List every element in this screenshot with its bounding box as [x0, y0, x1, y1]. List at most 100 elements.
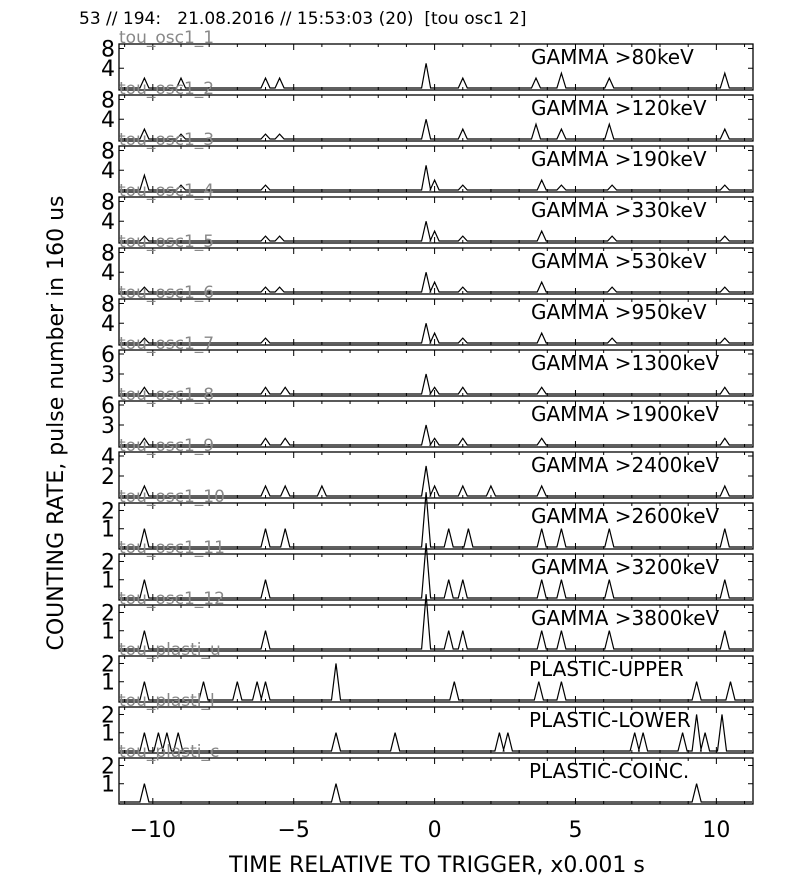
data-point — [561, 184, 562, 185]
panel-frame-10 — [118, 502, 754, 550]
panel-title: GAMMA >530keV — [531, 249, 707, 273]
panel-frame-14 — [118, 706, 754, 754]
series-line-tou_plasti_u — [120, 663, 752, 701]
data-point — [462, 438, 463, 439]
data-point — [144, 175, 145, 176]
data-point — [426, 543, 427, 544]
data-point — [696, 681, 697, 682]
data-point — [285, 485, 286, 486]
y-tick-label: 6 — [101, 394, 115, 419]
panel-frame-8 — [118, 400, 754, 448]
y-tick-label: 8 — [101, 190, 115, 215]
panel-title: PLASTIC-UPPER — [529, 657, 684, 681]
data-point — [144, 783, 145, 784]
series-line-tou_osc1_11 — [120, 543, 752, 599]
x-tick-label: −5 — [277, 818, 309, 843]
series-line-tou_osc1_12 — [120, 594, 752, 650]
panel-frame-3 — [118, 145, 754, 193]
data-point — [265, 681, 266, 682]
data-point — [541, 630, 542, 631]
data-point — [426, 119, 427, 120]
y-tick-label: 1 — [101, 620, 115, 645]
y-tick-label: 1 — [101, 722, 115, 747]
y-tick-label: 2 — [101, 703, 115, 728]
data-point — [462, 387, 463, 388]
data-point — [265, 630, 266, 631]
data-point — [335, 732, 336, 733]
panel-frame-9 — [118, 451, 754, 499]
panel-frame-13 — [118, 655, 754, 703]
series-line-tou_osc1_3 — [120, 165, 752, 191]
data-point — [434, 485, 435, 486]
channel-label: tou_osc1_12 — [119, 589, 225, 609]
y-tick-label: 8 — [101, 241, 115, 266]
data-point — [724, 184, 725, 185]
data-point — [256, 681, 257, 682]
channel-label: tou_osc1_4 — [119, 181, 214, 201]
data-point — [265, 528, 266, 529]
data-point — [237, 681, 238, 682]
data-point — [462, 630, 463, 631]
data-point — [434, 180, 435, 181]
data-point — [462, 184, 463, 185]
data-point — [561, 528, 562, 529]
channel-label: tou_plasti_c — [119, 742, 219, 762]
panel-title: GAMMA >120keV — [531, 96, 707, 120]
panel-title: GAMMA >950keV — [531, 300, 707, 324]
y-tick-label: 6 — [101, 343, 115, 368]
data-point — [561, 681, 562, 682]
data-point — [724, 485, 725, 486]
data-point — [279, 235, 280, 236]
y-tick-label: 1 — [101, 773, 115, 798]
data-point — [724, 630, 725, 631]
data-point — [704, 732, 705, 733]
y-tick-label: 8 — [101, 88, 115, 113]
y-tick-label: 8 — [101, 292, 115, 317]
channel-label: tou_osc1_2 — [119, 79, 214, 99]
channel-label: tou_osc1_1 — [119, 28, 214, 48]
data-point — [321, 485, 322, 486]
channel-label: tou_osc1_5 — [119, 232, 214, 252]
data-point — [468, 528, 469, 529]
data-point — [434, 282, 435, 283]
data-point — [426, 221, 427, 222]
data-point — [609, 528, 610, 529]
y-tick-label: 4 — [101, 445, 115, 470]
data-point — [265, 438, 266, 439]
y-tick-label: 8 — [101, 139, 115, 164]
panel-title: GAMMA >330keV — [531, 198, 707, 222]
panel-frame-12 — [118, 604, 754, 652]
series-line-tou_osc1_10 — [120, 492, 752, 548]
data-point — [335, 663, 336, 664]
data-point — [265, 184, 266, 185]
data-point — [507, 732, 508, 733]
data-point — [724, 73, 725, 74]
panel-title: GAMMA >190keV — [531, 147, 707, 171]
data-point — [265, 387, 266, 388]
series-line-tou_osc1_9 — [120, 465, 752, 497]
data-point — [434, 387, 435, 388]
data-point — [265, 235, 266, 236]
data-point — [634, 732, 635, 733]
data-point — [462, 129, 463, 130]
y-tick-label: 4 — [101, 210, 115, 235]
data-point — [541, 485, 542, 486]
data-point — [285, 387, 286, 388]
data-point — [426, 373, 427, 374]
data-point — [724, 438, 725, 439]
x-tick-label: 10 — [702, 818, 730, 843]
panel-title: GAMMA >2600keV — [531, 504, 720, 528]
data-point — [724, 579, 725, 580]
y-tick-label: 4 — [101, 159, 115, 184]
data-point — [426, 165, 427, 166]
channel-label: tou_plastl_l — [119, 691, 215, 711]
data-point — [535, 78, 536, 79]
series-line-tou_osc1_2 — [120, 119, 752, 140]
data-point — [454, 681, 455, 682]
data-point — [144, 579, 145, 580]
data-point — [541, 528, 542, 529]
data-point — [265, 133, 266, 134]
data-point — [426, 272, 427, 273]
y-tick-label: 3 — [101, 414, 115, 439]
data-point — [724, 286, 725, 287]
